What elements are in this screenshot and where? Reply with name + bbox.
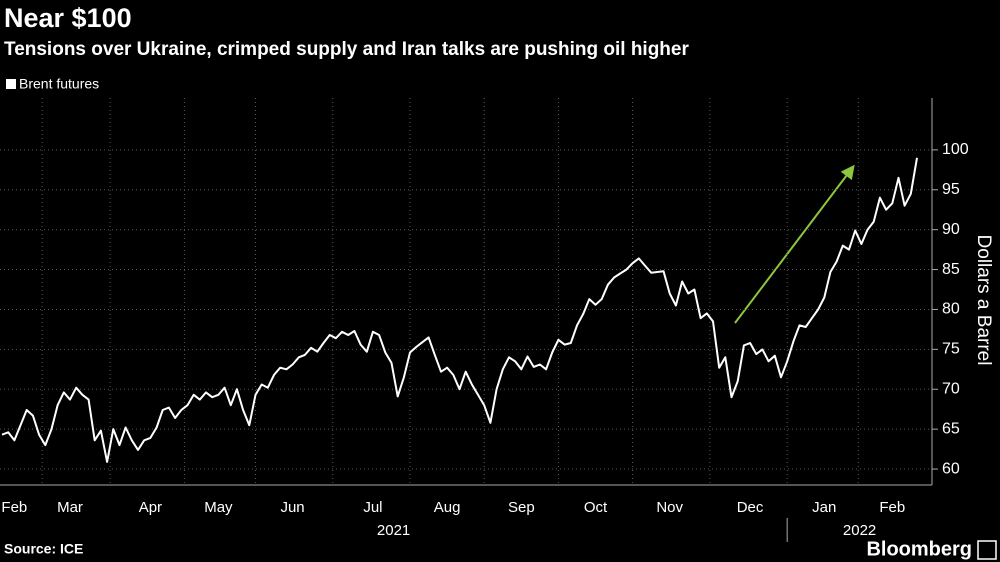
- brand-icon: [977, 540, 997, 560]
- x-tick-label: Jun: [280, 499, 304, 516]
- x-tick-label: May: [204, 499, 233, 516]
- x-tick-label: Feb: [879, 499, 905, 516]
- chart-subtitle: Tensions over Ukraine, crimped supply an…: [4, 39, 689, 60]
- source: Source: ICE: [4, 541, 83, 557]
- y-axis-label: Dollars a Barrel: [973, 235, 994, 366]
- line-series: [1, 157, 918, 463]
- x-tick-label: Apr: [139, 499, 162, 516]
- brand: Bloomberg: [866, 538, 972, 560]
- y-tick-label: 65: [942, 420, 960, 437]
- x-tick-label: Sep: [508, 499, 535, 516]
- x-tick-label: Jan: [812, 499, 836, 516]
- x-tick-label: Dec: [737, 499, 764, 516]
- x-tick-label: Nov: [656, 499, 683, 516]
- chart-title: Near $100: [4, 3, 132, 33]
- y-tick-label: 60: [942, 460, 960, 477]
- annotation-arrow: [734, 164, 855, 324]
- x-tick-label: Jul: [363, 499, 382, 516]
- y-tick-label: 95: [942, 181, 960, 198]
- legend-label: Brent futures: [19, 76, 99, 92]
- y-tick-label: 80: [942, 301, 960, 318]
- y-tick-label: 85: [942, 261, 960, 278]
- x-tick-label: Mar: [57, 499, 83, 516]
- year-label: 2021: [377, 522, 410, 539]
- y-tick-label: 90: [942, 221, 960, 238]
- x-tick-label: Feb: [1, 499, 27, 516]
- x-tick-label: Oct: [584, 499, 608, 516]
- y-tick-label: 70: [942, 380, 960, 397]
- y-tick-label: 75: [942, 341, 960, 358]
- x-tick-label: Aug: [434, 499, 461, 516]
- y-tick-label: 100: [942, 141, 969, 158]
- legend-swatch: [6, 79, 16, 89]
- year-label: 2022: [843, 522, 876, 539]
